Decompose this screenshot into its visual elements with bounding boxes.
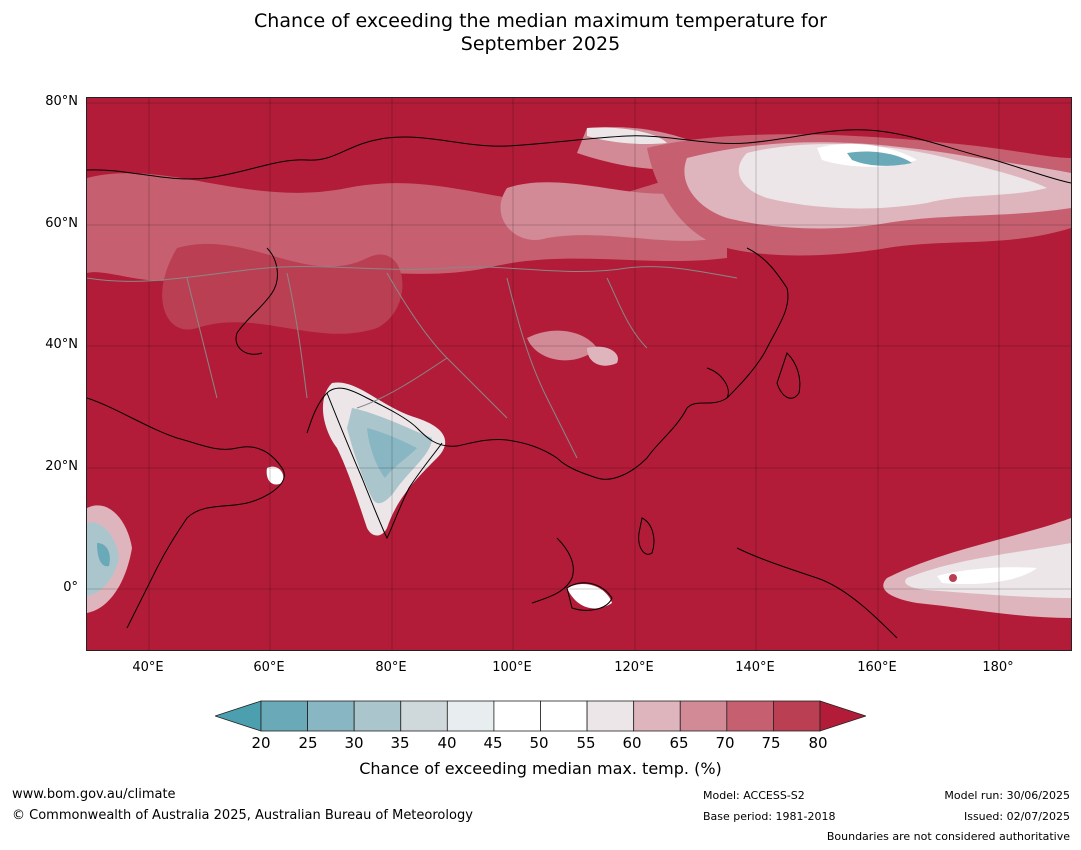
coastlines — [87, 129, 1071, 639]
lat-label-20n: 20°N — [45, 459, 78, 474]
colorbar-segments — [260, 700, 821, 732]
map-canvas — [87, 98, 1071, 650]
country-borders — [87, 266, 738, 459]
colorbar-tick: 20 — [251, 734, 271, 752]
colorbar-tick: 50 — [529, 734, 549, 752]
colorbar-segment — [260, 700, 308, 732]
colorbar-tick: 60 — [622, 734, 642, 752]
lat-label-60n: 60°N — [45, 216, 78, 231]
colorbar-segment — [446, 700, 495, 732]
title-line-1: Chance of exceeding the median maximum t… — [254, 10, 827, 32]
footer-issued: Issued: 02/07/2025 — [963, 810, 1070, 823]
map-title: Chance of exceeding the median maximum t… — [0, 10, 1081, 56]
colorbar-segment — [586, 700, 635, 732]
colorbar-tick: 80 — [808, 734, 828, 752]
lon-label-40e: 40°E — [132, 660, 164, 675]
probability-shading — [87, 127, 1071, 618]
footer-model: Model: ACCESS-S2 — [703, 789, 805, 802]
graticule — [87, 98, 1071, 650]
colorbar-segment — [493, 700, 541, 732]
colorbar-high-extend — [819, 700, 866, 732]
title-line-2: September 2025 — [460, 33, 621, 55]
footer-disclaimer: Boundaries are not considered authoritat… — [826, 830, 1070, 843]
lon-label-180: 180° — [982, 660, 1014, 675]
colorbar-tick: 75 — [761, 734, 781, 752]
colorbar-segment — [540, 700, 588, 732]
colorbar-segment — [679, 700, 728, 732]
lat-label-40n: 40°N — [45, 337, 78, 352]
colorbar-segment — [307, 700, 355, 732]
colorbar-tick: 25 — [298, 734, 318, 752]
colorbar-tick: 40 — [437, 734, 457, 752]
colorbar-tick: 30 — [344, 734, 364, 752]
lon-label-100e: 100°E — [492, 660, 532, 675]
colorbar-tick: 55 — [576, 734, 596, 752]
lat-label-80n: 80°N — [45, 94, 78, 109]
colorbar-label: Chance of exceeding median max. temp. (%… — [359, 759, 722, 778]
colorbar-segment — [633, 700, 681, 732]
colorbar-segment — [726, 700, 774, 732]
footer-base-period: Base period: 1981-2018 — [703, 810, 836, 823]
probability-map — [86, 97, 1072, 651]
lon-label-120e: 120°E — [614, 660, 654, 675]
footer-copyright: © Commonwealth of Australia 2025, Austra… — [12, 808, 473, 823]
footer-model-run: Model run: 30/06/2025 — [944, 789, 1070, 802]
colorbar-tick: 65 — [669, 734, 689, 752]
colorbar-segment — [773, 700, 821, 732]
footer-url[interactable]: www.bom.gov.au/climate — [12, 787, 176, 802]
colorbar-low-extend — [215, 700, 262, 732]
lon-label-140e: 140°E — [735, 660, 775, 675]
lon-label-80e: 80°E — [375, 660, 407, 675]
colorbar-segment — [400, 700, 448, 732]
lon-label-160e: 160°E — [857, 660, 897, 675]
lon-label-60e: 60°E — [253, 660, 285, 675]
colorbar-segment — [353, 700, 402, 732]
colorbar-tick: 45 — [483, 734, 503, 752]
colorbar — [215, 700, 866, 732]
colorbar-tick: 70 — [715, 734, 735, 752]
lat-label-equator: 0° — [63, 580, 78, 595]
colorbar-tick: 35 — [390, 734, 410, 752]
